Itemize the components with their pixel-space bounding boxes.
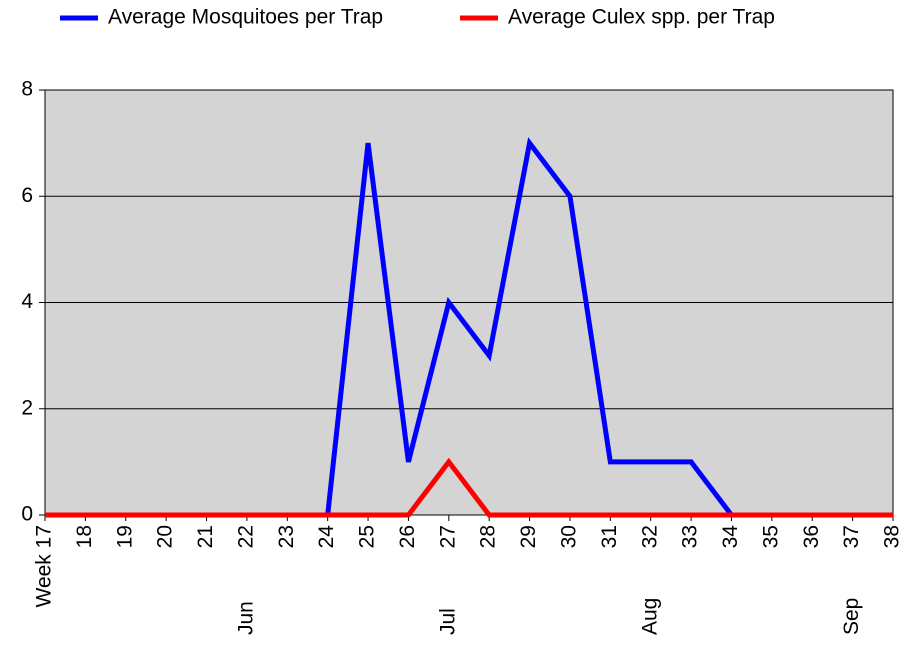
plot-border — [44, 89, 894, 516]
series-line — [45, 457, 893, 518]
x-tick-label: 27 — [436, 525, 459, 548]
y-tick-label: 0 — [21, 503, 33, 526]
month-label: Aug — [638, 598, 661, 635]
x-tick-label: 18 — [73, 525, 96, 548]
x-tick-label: 37 — [840, 525, 863, 548]
x-tick-label: 24 — [315, 525, 338, 549]
month-label: Sep — [840, 598, 863, 635]
month-label: Jun — [234, 601, 257, 635]
x-tick-label: 29 — [517, 525, 540, 548]
x-tick-label: 22 — [234, 525, 257, 548]
y-tick-label: 6 — [21, 184, 33, 207]
x-tick-label: 28 — [477, 525, 500, 548]
x-tick-label: 21 — [194, 525, 217, 548]
x-tick-label: 23 — [275, 525, 298, 548]
legend-label: Average Mosquitoes per Trap — [108, 6, 383, 29]
y-tick-label: 4 — [21, 290, 33, 313]
x-tick-label: 34 — [719, 525, 742, 549]
y-tick-label: 2 — [21, 396, 33, 419]
x-tick-label: 33 — [679, 525, 702, 548]
x-tick-label: 19 — [113, 525, 136, 548]
x-tick-label: 26 — [396, 525, 419, 548]
y-tick-label: 8 — [21, 78, 33, 101]
month-label: Jul — [436, 608, 459, 635]
x-tick-label: 35 — [759, 525, 782, 548]
x-tick-label: 30 — [557, 525, 580, 548]
x-tick-label: Week 17 — [33, 525, 56, 608]
x-tick-label: 31 — [598, 525, 621, 548]
x-tick-label: 25 — [356, 525, 379, 548]
x-tick-label: 20 — [154, 525, 177, 548]
x-tick-label: 38 — [881, 525, 904, 548]
legend-label: Average Culex spp. per Trap — [508, 6, 775, 29]
x-tick-label: 32 — [638, 525, 661, 548]
x-tick-label: 36 — [800, 525, 823, 548]
